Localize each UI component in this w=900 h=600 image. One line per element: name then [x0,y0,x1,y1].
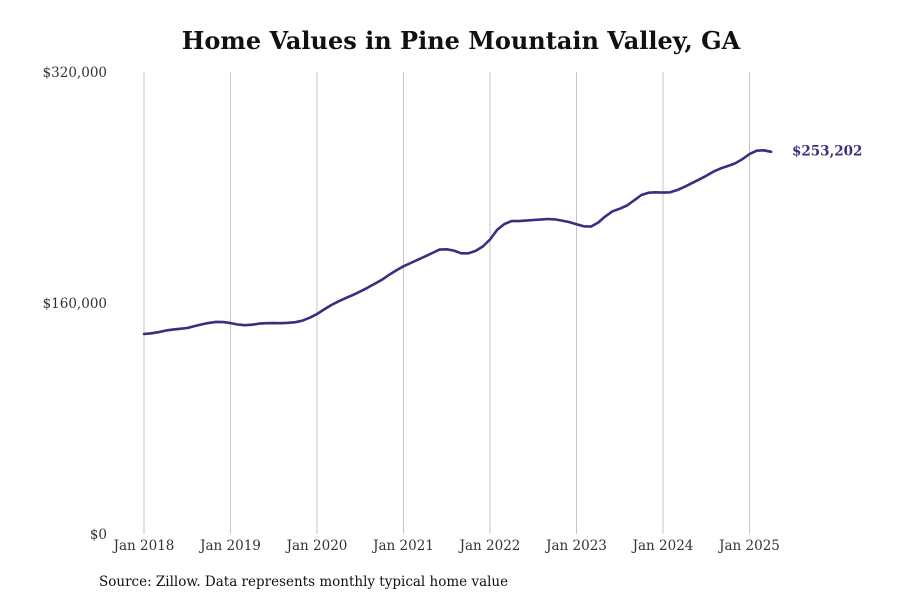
annotations: $253,202 [792,143,862,159]
x-tick-label: Jan 2023 [544,538,607,554]
x-tick-label: Jan 2018 [112,538,175,554]
series [142,149,773,336]
gridlines [143,72,750,534]
x-tick-label: Jan 2019 [198,538,261,554]
end-value-label: $253,202 [792,143,862,159]
x-tick-label: Jan 2020 [285,538,348,554]
x-axis: Jan 2018 Jan 2019 Jan 2020 Jan 2021 Jan 2022… [112,538,780,554]
x-tick-label: Jan 2022 [458,538,521,554]
series-line [142,149,773,336]
x-tick-label: Jan 2025 [717,538,780,554]
y-tick-label: $0 [90,527,107,543]
y-axis: $0 $160,000 $320,000 [43,65,107,543]
source-note: Source: Zillow. Data represents monthly … [99,574,509,590]
x-tick-label: Jan 2024 [631,538,694,554]
x-tick-label: Jan 2021 [371,538,434,554]
y-tick-label: $160,000 [43,296,107,312]
y-tick-label: $320,000 [43,65,107,81]
chart-title: Home Values in Pine Mountain Valley, GA [181,26,741,55]
